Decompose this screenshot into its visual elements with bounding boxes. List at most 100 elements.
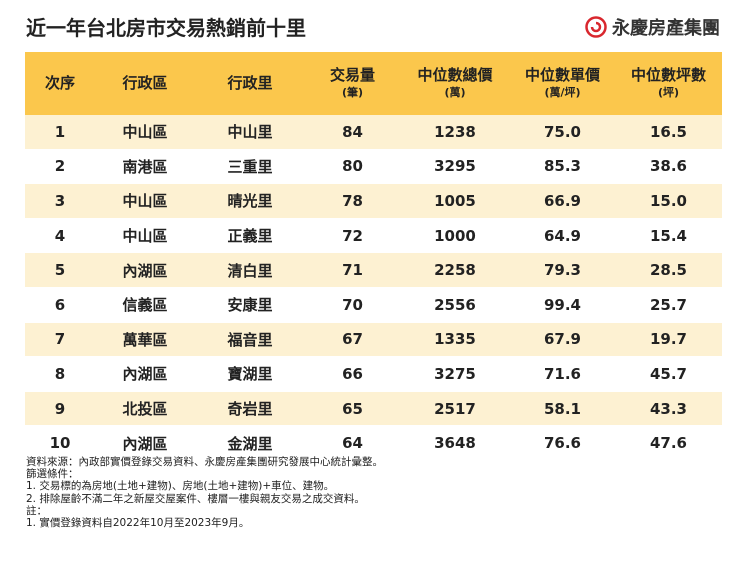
table-row: 1 中山區 中山里 84 1238 75.0 16.5 — [25, 115, 722, 150]
table-cell: 2556 — [400, 287, 510, 323]
table-cell: 28.5 — [615, 252, 722, 288]
table-cell: 66 — [305, 356, 400, 392]
column-title: 行政里 — [227, 74, 273, 92]
table-cell: 1238 — [400, 115, 510, 150]
table-cell: 1335 — [400, 322, 510, 358]
table-cell: 內湖區 — [95, 252, 195, 288]
table-cell: 72 — [305, 218, 400, 254]
table-cell: 3295 — [400, 149, 510, 185]
column-header: 交易量 (筆) — [305, 52, 400, 115]
table-cell: 7 — [25, 322, 95, 358]
table-cell: 信義區 — [95, 287, 195, 323]
column-header: 中位數單價 (萬/坪) — [510, 52, 615, 115]
column-unit: (萬/坪) — [544, 85, 581, 99]
brand: 永慶房產集團 — [585, 14, 720, 40]
table-row: 2 南港區 三重里 80 3295 85.3 38.6 — [25, 149, 722, 185]
table-cell: 晴光里 — [195, 183, 305, 219]
table-cell: 6 — [25, 287, 95, 323]
table-cell: 80 — [305, 149, 400, 185]
table-cell: 65 — [305, 391, 400, 427]
table-cell: 1 — [25, 115, 95, 150]
table-cell: 正義里 — [195, 218, 305, 254]
table-cell: 3648 — [400, 425, 510, 461]
note-line: 2. 排除屋齡不滿二年之新屋交屋案件、樓層一樓與親友交易之成交資料。 — [26, 492, 365, 505]
table-cell: 1005 — [400, 183, 510, 219]
note-line: 註： — [26, 504, 47, 517]
table-cell: 71.6 — [510, 356, 615, 392]
table-cell: 70 — [305, 287, 400, 323]
column-unit: (筆) — [341, 85, 364, 99]
table-cell: 67 — [305, 322, 400, 358]
table-cell: 8 — [25, 356, 95, 392]
table-cell: 64.9 — [510, 218, 615, 254]
column-title: 中位數坪數 — [630, 65, 706, 84]
table-cell: 2517 — [400, 391, 510, 427]
table-cell: 寶湖里 — [195, 356, 305, 392]
table-cell: 奇岩里 — [195, 391, 305, 427]
table-cell: 47.6 — [615, 425, 722, 461]
column-title: 交易量 — [329, 65, 375, 84]
notes: 資料來源：內政部實價登錄交易資料、永慶房產集團研究發展中心統計彙整。 篩選條件： 1… — [26, 456, 383, 529]
table-row: 8 內湖區 寶湖里 66 3275 71.6 45.7 — [25, 356, 722, 392]
table-cell: 中山里 — [195, 115, 305, 150]
table-cell: 15.0 — [615, 183, 722, 219]
column-header: 行政里 — [195, 52, 305, 115]
table-cell: 安康里 — [195, 287, 305, 323]
table-cell: 85.3 — [510, 149, 615, 185]
table-cell: 71 — [305, 252, 400, 288]
column-header: 次序 — [25, 52, 95, 115]
note-line: 資料來源：內政部實價登錄交易資料、永慶房產集團研究發展中心統計彙整。 — [26, 456, 383, 468]
table-cell: 中山區 — [95, 183, 195, 219]
title: 近一年台北房市交易熱銷前十里 — [26, 16, 306, 40]
table-cell: 福音里 — [195, 322, 305, 358]
table-row: 3 中山區 晴光里 78 1005 66.9 15.0 — [25, 183, 722, 219]
table-cell: 76.6 — [510, 425, 615, 461]
table-cell: 2 — [25, 149, 95, 185]
column-unit: (萬) — [444, 85, 466, 99]
table-row: 6 信義區 安康里 70 2556 99.4 25.7 — [25, 287, 722, 323]
note-line: 篩選條件： — [26, 468, 79, 481]
table-cell: 45.7 — [615, 356, 722, 392]
table-cell: 中山區 — [95, 115, 195, 150]
table-cell: 2258 — [400, 252, 510, 288]
table-cell: 66.9 — [510, 183, 615, 219]
table-cell: 內湖區 — [95, 356, 195, 392]
table-cell: 78 — [305, 183, 400, 219]
table-cell: 99.4 — [510, 287, 615, 323]
table-cell: 3 — [25, 183, 95, 219]
table-cell: 中山區 — [95, 218, 195, 254]
table-row: 7 萬華區 福音里 67 1335 67.9 19.7 — [25, 322, 722, 358]
note-line: 1. 交易標的為房地(土地+建物)、房地(土地+建物)+車位、建物。 — [26, 480, 335, 493]
table-cell: 25.7 — [615, 287, 722, 323]
table-cell: 三重里 — [195, 149, 305, 185]
table-cell: 萬華區 — [95, 322, 195, 358]
brand-icon — [585, 16, 607, 38]
table-cell: 9 — [25, 391, 95, 427]
column-header: 中位數總價 (萬) — [400, 52, 510, 115]
brand-name: 永慶房產集團 — [612, 18, 720, 39]
table-cell: 19.7 — [615, 322, 722, 358]
column-header: 中位數坪數 (坪) — [615, 52, 722, 115]
column-title: 中位數總價 — [417, 65, 493, 84]
table-cell: 15.4 — [615, 218, 722, 254]
table-cell: 1000 — [400, 218, 510, 254]
table-row: 4 中山區 正義里 72 1000 64.9 15.4 — [25, 218, 722, 254]
table-cell: 內湖區 — [95, 425, 195, 461]
table-cell: 金湖里 — [195, 425, 305, 461]
table-cell: 38.6 — [615, 149, 722, 185]
table-cell: 5 — [25, 252, 95, 288]
column-title: 行政區 — [122, 74, 168, 92]
table-cell: 79.3 — [510, 252, 615, 288]
table-cell: 10 — [25, 425, 95, 461]
table-cell: 64 — [305, 425, 400, 461]
table-cell: 3275 — [400, 356, 510, 392]
table-cell: 43.3 — [615, 391, 722, 427]
table-cell: 16.5 — [615, 115, 722, 150]
table-cell: 4 — [25, 218, 95, 254]
table-cell: 北投區 — [95, 391, 195, 427]
table-cell: 南港區 — [95, 149, 195, 185]
table-cell: 84 — [305, 115, 400, 150]
table-cell: 清白里 — [195, 252, 305, 288]
table-row: 10 內湖區 金湖里 64 3648 76.6 47.6 — [25, 425, 722, 461]
